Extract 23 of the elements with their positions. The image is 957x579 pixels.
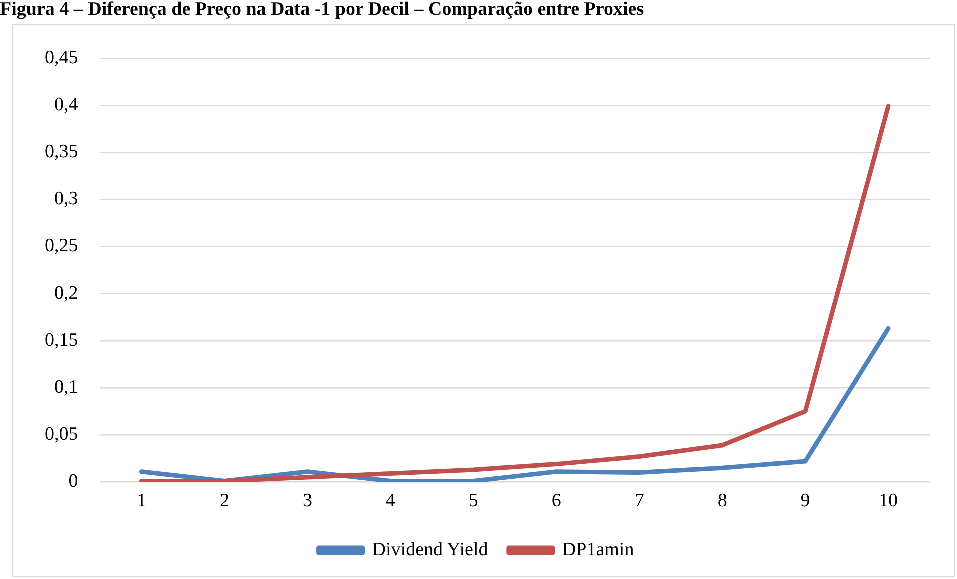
- x-tick-label: 4: [386, 490, 396, 512]
- x-tick-label: 9: [800, 490, 810, 512]
- x-tick-label: 5: [468, 490, 478, 512]
- y-tick-label: 0,15: [45, 330, 78, 351]
- y-tick-label: 0,35: [45, 142, 78, 163]
- x-tick-label: 2: [220, 490, 230, 512]
- legend-label: Dividend Yield: [372, 539, 489, 560]
- y-tick-label: 0,4: [54, 94, 79, 116]
- y-tick-label: 0,3: [54, 188, 78, 210]
- chart-title: Figura 4 – Diferença de Preço na Data -1 por Decil – Comparação entre Proxies: [0, 0, 646, 22]
- x-tick-label: 3: [302, 490, 312, 512]
- y-tick-label: 0,1: [54, 377, 78, 398]
- y-tick-label: 0,25: [45, 236, 78, 257]
- y-tick-label: 0: [68, 471, 78, 492]
- x-tick-label: 8: [718, 490, 728, 512]
- legend-label: DP1amin: [562, 539, 635, 560]
- x-tick-label: 1: [136, 490, 146, 512]
- y-tick-label: 0,2: [54, 282, 78, 304]
- x-tick-label: 7: [634, 490, 644, 512]
- x-tick-label: 10: [879, 490, 898, 512]
- y-tick-label: 0,05: [45, 424, 78, 446]
- y-tick-label: 0,45: [45, 47, 78, 68]
- x-tick-label: 6: [552, 490, 562, 512]
